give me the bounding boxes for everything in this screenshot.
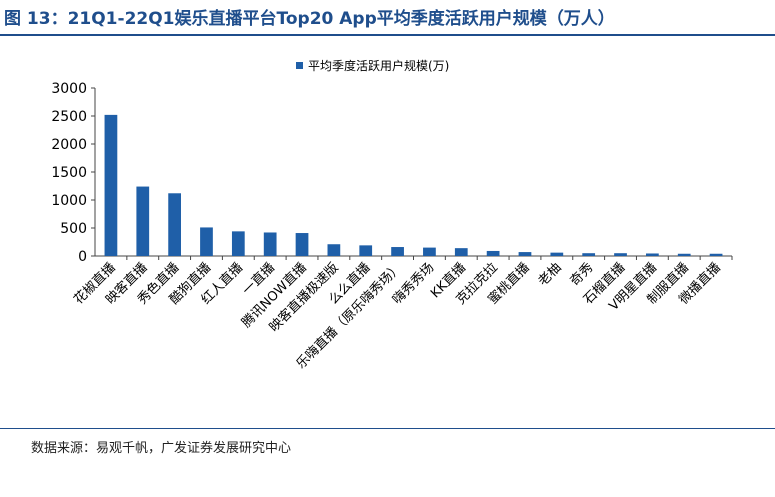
bar [646, 253, 659, 256]
bar [550, 252, 564, 256]
bar [263, 232, 277, 256]
y-tick-label: 3000 [51, 81, 87, 97]
y-tick-label: 0 [78, 249, 87, 265]
bar [582, 253, 596, 256]
legend-label: 平均季度活跃用户规模(万) [308, 58, 449, 73]
y-tick-label: 1000 [51, 193, 87, 209]
bar [677, 253, 691, 256]
bar [136, 186, 150, 256]
bar [168, 193, 181, 256]
y-tick-label: 2500 [51, 109, 87, 125]
bar [709, 253, 723, 256]
y-tick-label: 2000 [51, 137, 87, 153]
data-source-note: 数据来源：易观千帆，广发证券发展研究中心 [31, 441, 292, 456]
bar [104, 114, 118, 256]
bar [231, 231, 245, 256]
bar [295, 233, 309, 256]
y-tick-label: 1500 [51, 165, 87, 181]
y-tick-label: 500 [60, 221, 87, 237]
chart-legend: 平均季度活跃用户规模(万) [296, 58, 449, 73]
bar [327, 244, 341, 256]
bar [518, 252, 532, 256]
figure-header: 图 13：21Q1-22Q1娱乐直播平台Top20 App平均季度活跃用户规模（… [0, 0, 775, 36]
footer-divider [0, 428, 775, 429]
bar [486, 250, 500, 256]
bar [454, 248, 468, 256]
bar-chart: 平均季度活跃用户规模(万) 0 500 1000 1500 2000 2500 3000 花… [51, 58, 733, 372]
bar [391, 247, 404, 256]
bar [423, 247, 436, 256]
legend-swatch [296, 62, 303, 69]
x-axis [95, 255, 733, 260]
bar [200, 227, 213, 256]
bar-series [104, 114, 723, 256]
bar [359, 245, 373, 256]
bar [614, 253, 627, 256]
y-axis: 0 500 1000 1500 2000 2500 3000 [51, 81, 96, 265]
figure-title: 图 13：21Q1-22Q1娱乐直播平台Top20 App平均季度活跃用户规模（… [4, 9, 615, 29]
x-tick-label: 老柚 [536, 260, 565, 289]
x-tick-labels: 花椒直播映客直播秀色直播酷狗直播红人直播一直播腾讯NOW直播映客直播极速版么么直… [71, 260, 724, 372]
